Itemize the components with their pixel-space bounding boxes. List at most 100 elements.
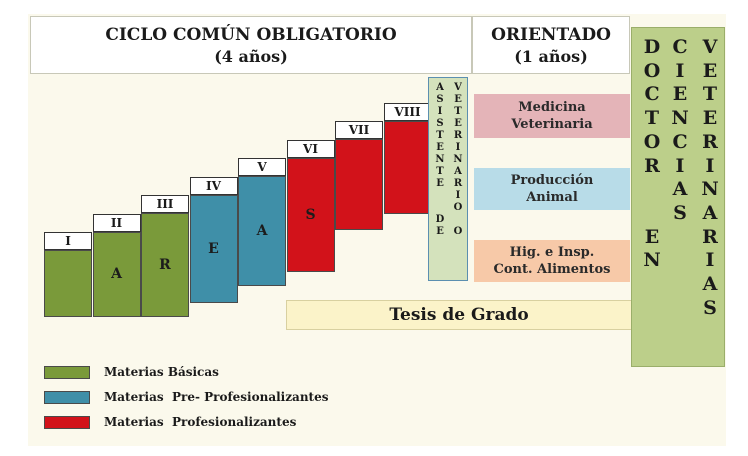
- asistente-letter: T: [436, 130, 444, 141]
- semester-block-3: R: [141, 213, 189, 317]
- veterinarias-letter: R: [702, 225, 718, 248]
- veterinarias-letter: S: [703, 296, 717, 319]
- veterinario-letter: O: [453, 226, 463, 237]
- semester-label-1: I: [44, 232, 92, 250]
- semester-label-5: V: [238, 158, 286, 176]
- veterinario-letter: R: [453, 130, 463, 141]
- veterinarias-letter: T: [702, 83, 718, 106]
- semester-block-8: [383, 120, 432, 214]
- legend-swatch-profesionalizantes: [44, 416, 90, 429]
- orientado-subtitle: (1 años): [514, 47, 588, 66]
- asistente-letter: T: [436, 166, 444, 177]
- semester-block-5: A: [238, 176, 286, 286]
- ciclo-comun-header: CICLO COMÚN OBLIGATORIO (4 años): [30, 16, 472, 74]
- veterinarias-letter: E: [702, 59, 718, 82]
- doctor-letter: O: [643, 130, 661, 153]
- veterinarias-letter: A: [702, 201, 718, 224]
- asistente-letter: [438, 202, 441, 214]
- asistente-letter: A: [436, 82, 444, 93]
- legend-label-profesionalizantes: Materias Profesionalizantes: [104, 415, 297, 429]
- veterinarias-letter: R: [702, 130, 718, 153]
- veterinarias-letter: A: [702, 273, 718, 296]
- ciclo-comun-subtitle: (4 años): [214, 47, 288, 66]
- orientation-hig-insp-alimentos: Hig. e Insp. Cont. Alimentos: [474, 240, 630, 282]
- ciencias-letter: S: [673, 201, 687, 224]
- semester-block-4: E: [189, 194, 238, 303]
- asistente-letter: D: [435, 214, 445, 225]
- orientado-header: ORIENTADO (1 años): [472, 16, 630, 74]
- doctor-letter: R: [644, 154, 660, 177]
- veterinario-letter: N: [453, 154, 463, 165]
- legend-label-pre-profesionalizantes: Materias Pre- Profesionalizantes: [104, 390, 329, 404]
- ciencias-letter: I: [675, 59, 685, 82]
- semester-label-2: II: [92, 213, 141, 232]
- doctor-letter: E: [644, 225, 660, 248]
- area-letter: S: [305, 206, 316, 223]
- semester-label-4: IV: [189, 176, 238, 195]
- veterinario-letter: E: [454, 118, 462, 129]
- asistente-letter: E: [436, 178, 444, 189]
- diagram-canvas: CICLO COMÚN OBLIGATORIO (4 años) ORIENTA…: [28, 14, 726, 446]
- veterinario-letter: R: [453, 178, 463, 189]
- veterinario-letter: V: [454, 82, 462, 93]
- legend-swatch-pre-profesionalizantes: [44, 391, 90, 404]
- asistente-letter: [438, 190, 441, 202]
- semester-label-8: VIII: [383, 102, 432, 121]
- area-letter: A: [111, 266, 122, 283]
- asistente-letter: E: [436, 142, 444, 153]
- area-letter: R: [159, 257, 171, 273]
- ciencias-letter: A: [672, 178, 688, 201]
- asistente-letter: S: [436, 118, 444, 129]
- orientation-line1: Hig. e Insp.: [509, 245, 595, 260]
- veterinario-letter: E: [454, 94, 462, 105]
- doctor-letter: [649, 178, 656, 202]
- veterinario-letter: A: [454, 166, 462, 177]
- tesis-de-grado-bar: Tesis de Grado: [286, 300, 632, 330]
- ciencias-letter: I: [675, 154, 685, 177]
- semester-block-2: A: [92, 231, 141, 317]
- ciencias-letter: C: [672, 36, 688, 58]
- veterinario-letter: I: [455, 142, 461, 153]
- doctor-letter: T: [644, 107, 660, 130]
- asistente-letter: E: [436, 226, 444, 237]
- ciencias-letter: N: [671, 107, 689, 130]
- orientation-line2: Veterinaria: [511, 117, 593, 132]
- veterinarias-letter: N: [701, 178, 719, 201]
- doctor-letter: N: [643, 249, 661, 272]
- orientado-title: ORIENTADO: [491, 25, 611, 45]
- orientation-produccion-animal: Producción Animal: [474, 168, 630, 210]
- semester-label-6: VI: [286, 139, 335, 158]
- doctor-letter: O: [643, 59, 661, 82]
- asistente-letter: S: [436, 94, 444, 105]
- veterinario-letter: T: [454, 106, 462, 117]
- veterinarias-letter: V: [702, 36, 718, 58]
- tesis-label: Tesis de Grado: [389, 305, 529, 325]
- veterinario-letter: I: [455, 190, 461, 201]
- ciencias-letter: E: [672, 83, 688, 106]
- veterinario-letter: [456, 214, 459, 226]
- ciclo-comun-title: CICLO COMÚN OBLIGATORIO: [105, 25, 397, 45]
- doctor-letter: C: [644, 83, 660, 106]
- orientation-line2: Animal: [526, 190, 578, 205]
- orientation-medicina-veterinaria: Medicina Veterinaria: [474, 94, 630, 138]
- ciencias-letter: C: [672, 130, 688, 153]
- veterinarias-letter: E: [702, 107, 718, 130]
- semester-block-1: [44, 250, 92, 317]
- semester-label-7: VII: [335, 121, 383, 139]
- doctor-letter: [649, 202, 656, 226]
- orientation-line1: Medicina: [518, 100, 586, 115]
- semester-block-7: [335, 139, 383, 230]
- asistente-letter: N: [435, 154, 445, 165]
- veterinarias-letter: I: [705, 154, 715, 177]
- area-letter: A: [256, 223, 268, 239]
- area-letter: E: [208, 240, 219, 257]
- legend-label-basicas: Materias Básicas: [104, 365, 219, 379]
- semester-block-6: S: [286, 157, 335, 272]
